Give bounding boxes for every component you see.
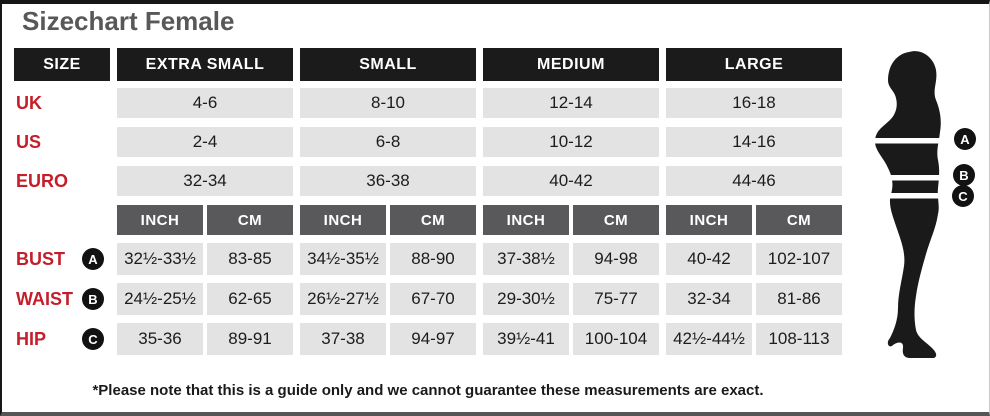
region-value-cell: 44-46 bbox=[666, 166, 842, 196]
region-value-cell: 32-34 bbox=[117, 166, 293, 196]
measurement-value-cell: 37-38½ bbox=[483, 243, 569, 275]
region-row: EURO 32-34 36-38 40-42 44-46 bbox=[14, 166, 842, 196]
region-row: UK 4-6 8-10 12-14 16-18 bbox=[14, 88, 842, 118]
region-value-cell: 40-42 bbox=[483, 166, 659, 196]
measurement-row: BUST A 32½-33½ 83-85 34½-35½ 88-90 37-38½ 94-98… bbox=[14, 243, 842, 275]
measurement-value-cell: 88-90 bbox=[390, 243, 476, 275]
measurement-value-cell: 34½-35½ bbox=[300, 243, 386, 275]
measurement-group: 40-42 102-107 bbox=[666, 243, 842, 275]
measurement-value-cell: 35-36 bbox=[117, 323, 203, 355]
region-value-cell: 6-8 bbox=[300, 127, 476, 157]
measurement-value-cell: 62-65 bbox=[207, 283, 293, 315]
unit-header-cell: CM bbox=[756, 205, 842, 235]
size-column-header: SMALL bbox=[300, 48, 476, 81]
measurement-value-cell: 26½-27½ bbox=[300, 283, 386, 315]
region-value-cell: 36-38 bbox=[300, 166, 476, 196]
row-label-hip: HIP C bbox=[14, 323, 110, 355]
measurement-value-cell: 108-113 bbox=[756, 323, 842, 355]
female-silhouette-graphic bbox=[864, 51, 960, 359]
measurement-row: HIP C 35-36 89-91 37-38 94-97 39½-41 100-104 42½… bbox=[14, 323, 842, 355]
unit-header-cell: CM bbox=[390, 205, 476, 235]
figure-marker-a: A bbox=[954, 128, 976, 150]
measurement-value-cell: 100-104 bbox=[573, 323, 659, 355]
page-title: Sizechart Female bbox=[22, 6, 235, 36]
measurement-value-cell: 40-42 bbox=[666, 243, 752, 275]
bust-line bbox=[864, 138, 960, 144]
region-value-cell: 4-6 bbox=[117, 88, 293, 118]
measurement-value-cell: 89-91 bbox=[207, 323, 293, 355]
measurement-value-cell: 39½-41 bbox=[483, 323, 569, 355]
hip-line bbox=[864, 193, 960, 199]
figure-marker-c: C bbox=[952, 185, 974, 207]
measurement-group: 32-34 81-86 bbox=[666, 283, 842, 315]
measurement-group: 24½-25½ 62-65 bbox=[117, 283, 293, 315]
measurement-group: 35-36 89-91 bbox=[117, 323, 293, 355]
marker-badge-a: A bbox=[82, 248, 104, 270]
region-value-cell: 16-18 bbox=[666, 88, 842, 118]
unit-row-spacer bbox=[14, 205, 110, 235]
waist-line bbox=[864, 175, 960, 181]
measurement-value-cell: 81-86 bbox=[756, 283, 842, 315]
unit-header-group: INCH CM bbox=[117, 205, 293, 235]
measurement-value-cell: 102-107 bbox=[756, 243, 842, 275]
region-value-cell: 2-4 bbox=[117, 127, 293, 157]
footnote: *Please note that this is a guide only a… bbox=[92, 382, 764, 399]
header-row: SIZE EXTRA SMALL SMALL MEDIUM LARGE bbox=[14, 48, 842, 81]
row-label-bust: BUST A bbox=[14, 243, 110, 275]
marker-badge-b: B bbox=[82, 288, 104, 310]
measurement-row: WAIST B 24½-25½ 62-65 26½-27½ 67-70 29-30½ 75-7… bbox=[14, 283, 842, 315]
size-header-cell: SIZE bbox=[14, 48, 110, 81]
region-row: US 2-4 6-8 10-12 14-16 bbox=[14, 127, 842, 157]
measurement-value-cell: 83-85 bbox=[207, 243, 293, 275]
unit-header-cell: INCH bbox=[483, 205, 569, 235]
measurement-value-cell: 24½-25½ bbox=[117, 283, 203, 315]
measurement-value-cell: 94-98 bbox=[573, 243, 659, 275]
measurement-group: 39½-41 100-104 bbox=[483, 323, 659, 355]
measurement-value-cell: 67-70 bbox=[390, 283, 476, 315]
measurement-label-text: BUST bbox=[16, 248, 65, 269]
unit-header-group: INCH CM bbox=[300, 205, 476, 235]
region-value-cell: 10-12 bbox=[483, 127, 659, 157]
size-column-header: LARGE bbox=[666, 48, 842, 81]
unit-header-cell: CM bbox=[573, 205, 659, 235]
measurement-value-cell: 32-34 bbox=[666, 283, 752, 315]
unit-header-cell: INCH bbox=[117, 205, 203, 235]
row-label-waist: WAIST B bbox=[14, 283, 110, 315]
measurement-group: 42½-44½ 108-113 bbox=[666, 323, 842, 355]
row-label-us: US bbox=[16, 131, 42, 152]
unit-header-cell: INCH bbox=[300, 205, 386, 235]
measurement-value-cell: 94-97 bbox=[390, 323, 476, 355]
marker-badge-c: C bbox=[82, 328, 104, 350]
region-value-cell: 12-14 bbox=[483, 88, 659, 118]
unit-header-group: INCH CM bbox=[666, 205, 842, 235]
unit-header-cell: CM bbox=[207, 205, 293, 235]
figure-marker-b: B bbox=[953, 164, 975, 186]
measurement-group: 37-38½ 94-98 bbox=[483, 243, 659, 275]
measurement-value-cell: 37-38 bbox=[300, 323, 386, 355]
measurement-group: 29-30½ 75-77 bbox=[483, 283, 659, 315]
measurement-group: 34½-35½ 88-90 bbox=[300, 243, 476, 275]
size-column-header: EXTRA SMALL bbox=[117, 48, 293, 81]
unit-header-row: INCH CM INCH CM INCH CM INCH CM bbox=[14, 205, 842, 235]
measurement-label-text: WAIST bbox=[16, 288, 73, 309]
size-table: SIZE EXTRA SMALL SMALL MEDIUM LARGE UK 4-6 8-10… bbox=[14, 48, 842, 363]
measurement-group: 37-38 94-97 bbox=[300, 323, 476, 355]
measurement-group: 32½-33½ 83-85 bbox=[117, 243, 293, 275]
measurement-value-cell: 42½-44½ bbox=[666, 323, 752, 355]
region-value-cell: 8-10 bbox=[300, 88, 476, 118]
size-column-header: MEDIUM bbox=[483, 48, 659, 81]
measurement-group: 26½-27½ 67-70 bbox=[300, 283, 476, 315]
measurement-value-cell: 29-30½ bbox=[483, 283, 569, 315]
measurement-label-text: HIP bbox=[16, 328, 47, 349]
unit-header-group: INCH CM bbox=[483, 205, 659, 235]
row-label-uk: UK bbox=[16, 92, 42, 113]
measurement-value-cell: 75-77 bbox=[573, 283, 659, 315]
row-label-euro: EURO bbox=[16, 170, 69, 191]
region-value-cell: 14-16 bbox=[666, 127, 842, 157]
unit-header-cell: INCH bbox=[666, 205, 752, 235]
measurement-value-cell: 32½-33½ bbox=[117, 243, 203, 275]
